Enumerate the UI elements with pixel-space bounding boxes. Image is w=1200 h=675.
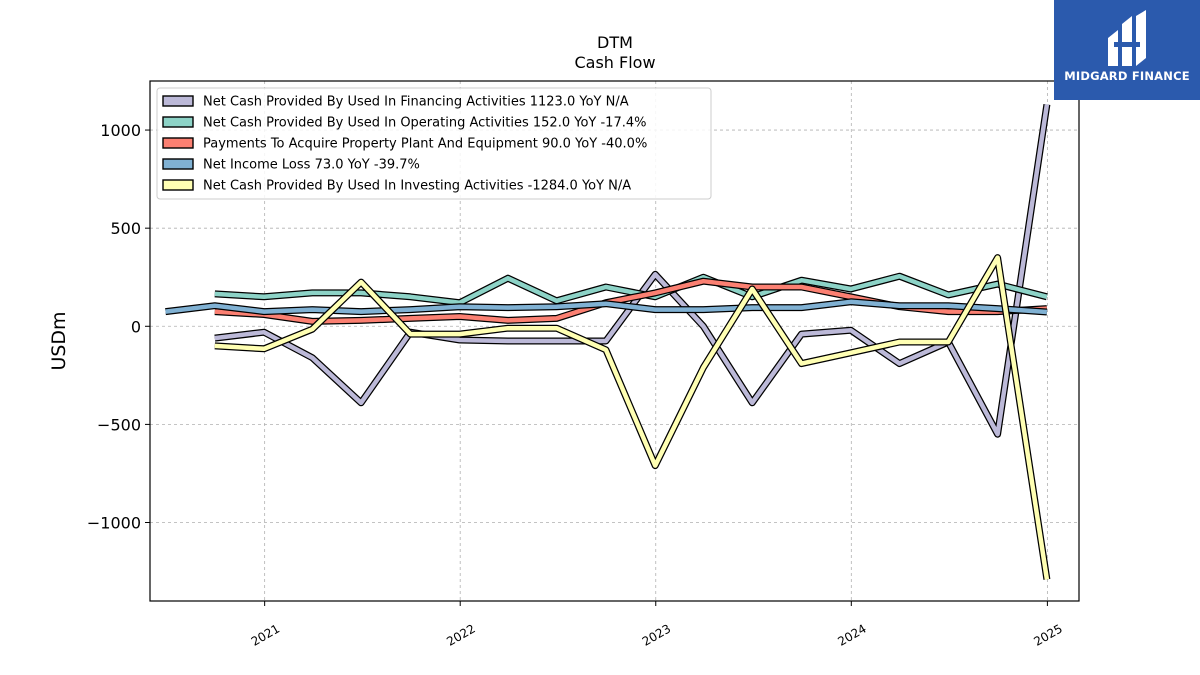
legend-swatch (162, 137, 194, 149)
series-line-stroke (214, 255, 1050, 580)
legend-swatch (162, 116, 194, 128)
legend-frame (156, 87, 712, 200)
plot-frame (149, 80, 1080, 602)
series-line (165, 298, 1048, 316)
series-line (214, 254, 1051, 580)
legend-entry: Net Cash Provided By Used In Investing A… (203, 179, 631, 194)
brand-mark-icon (1108, 10, 1146, 66)
series-lines (165, 103, 1051, 580)
brand-logo: MIDGARD FINANCE (1054, 0, 1200, 100)
x-tick-label: 2024 (835, 621, 868, 648)
legend-swatch (162, 95, 194, 107)
legend-entry: Payments To Acquire Property Plant And E… (203, 137, 647, 152)
y-axis-label: USDm (48, 311, 70, 370)
legend-swatch (162, 179, 194, 191)
y-tick-label: −500 (97, 415, 141, 434)
chart-subtitle: Cash Flow (574, 53, 655, 72)
x-tick-label: 2022 (444, 621, 477, 648)
y-tick-label: 0 (131, 317, 141, 336)
legend-swatch (162, 158, 194, 170)
chart-title: DTM (597, 33, 633, 52)
legend-entry: Net Income Loss 73.0 YoY -39.7% (203, 158, 420, 173)
brand-name: MIDGARD FINANCE (1064, 69, 1190, 83)
legend: Net Cash Provided By Used In Financing A… (156, 87, 712, 200)
legend-entry: Net Cash Provided By Used In Operating A… (203, 116, 646, 131)
y-tick-label: −1000 (87, 514, 141, 533)
legend-entry: Net Cash Provided By Used In Financing A… (203, 95, 629, 110)
y-tick-label: 500 (110, 219, 141, 238)
x-tick-label: 2025 (1031, 621, 1064, 648)
axes: −1000 −500 0 500 1000 2021 2022 2023 2024 2025 (87, 121, 1065, 649)
x-tick-label: 2021 (249, 621, 282, 648)
y-tick-label: 1000 (100, 121, 141, 140)
x-tick-label: 2023 (640, 621, 673, 648)
series-line-stroke (165, 299, 1048, 315)
